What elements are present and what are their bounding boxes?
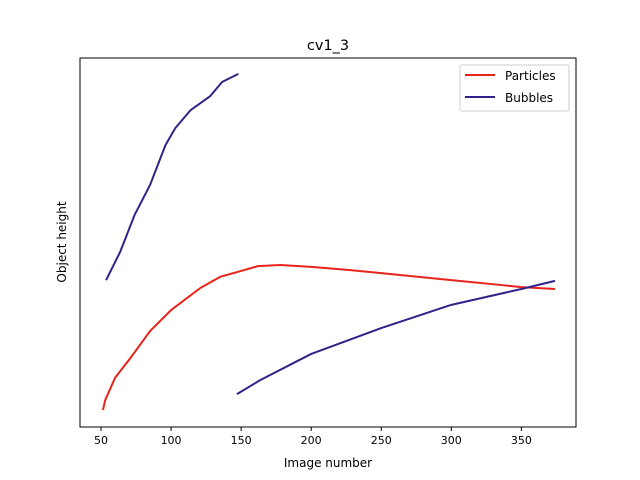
- legend: Particles Bubbles: [459, 64, 570, 112]
- axes-frame: [79, 57, 577, 428]
- x-tick-label: 150: [231, 434, 252, 447]
- x-tick-label: 50: [94, 434, 108, 447]
- x-tick-label: 300: [441, 434, 462, 447]
- legend-label-particles: Particles: [505, 69, 556, 83]
- chart-title: cv1_3: [307, 38, 349, 54]
- y-axis-label: Object height: [55, 201, 69, 282]
- x-tick-label: 350: [511, 434, 532, 447]
- x-tick-label: 250: [371, 434, 392, 447]
- x-axis: 50 100 150 200 250 300 350: [94, 427, 532, 447]
- legend-box: [459, 64, 570, 112]
- series-line-bubbles: [105, 72, 239, 281]
- series-line-bubbles: [236, 279, 556, 396]
- x-tick-label: 200: [301, 434, 322, 447]
- series-line-particles: [102, 264, 556, 411]
- x-axis-label: Image number: [284, 456, 372, 470]
- plot-area: [102, 72, 556, 411]
- x-tick-label: 100: [161, 434, 182, 447]
- legend-label-bubbles: Bubbles: [505, 91, 553, 105]
